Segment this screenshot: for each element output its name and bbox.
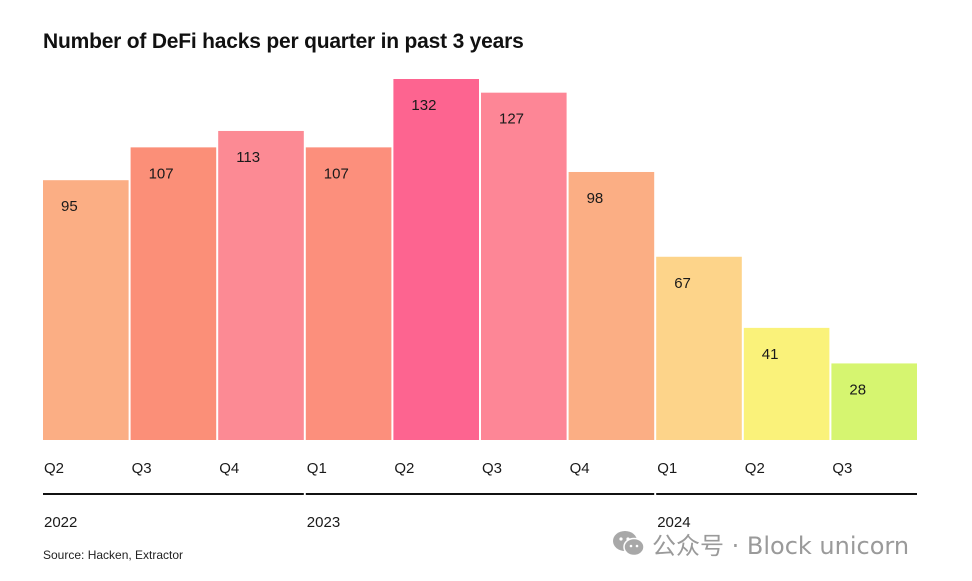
bar-value-label: 95	[61, 198, 78, 215]
x-tick-label: Q3	[482, 460, 502, 477]
watermark: 公众号 · Block unicorn	[612, 526, 909, 561]
bar-value-label: 107	[324, 165, 349, 182]
x-tick-label: Q1	[657, 460, 677, 477]
bar	[656, 256, 742, 440]
bar-value-label: 28	[849, 381, 866, 398]
bar-value-label: 107	[149, 165, 174, 182]
wechat-icon	[613, 530, 645, 556]
bar-value-label: 127	[499, 111, 524, 128]
bar-value-label: 113	[236, 149, 260, 166]
bar-value-label: 98	[587, 190, 604, 207]
bar	[743, 327, 830, 440]
x-tick-label: Q3	[832, 460, 852, 477]
x-tick-label: Q4	[219, 460, 239, 477]
bar	[130, 147, 217, 440]
x-tick-label: Q1	[307, 460, 327, 477]
year-label: 2023	[307, 514, 340, 531]
x-tick-label: Q2	[44, 460, 64, 477]
bar	[43, 180, 129, 440]
bar-value-label: 132	[411, 97, 436, 114]
x-tick-label: Q4	[570, 460, 590, 477]
bar	[305, 147, 392, 440]
watermark-text: 公众号 · Block unicorn	[652, 532, 910, 560]
bar-value-label: 41	[762, 346, 779, 363]
bar	[831, 363, 917, 440]
x-tick-label: Q3	[132, 460, 152, 477]
year-label: 2024	[657, 514, 690, 531]
bar	[393, 79, 479, 440]
year-label: 2022	[44, 514, 77, 531]
x-tick-label: Q2	[394, 460, 414, 477]
source-note: Source: Hacken, Extractor	[43, 548, 184, 562]
bar-value-label: 67	[674, 275, 691, 292]
bar	[218, 130, 304, 440]
bar	[568, 171, 655, 440]
chart-title: Number of DeFi hacks per quarter in past…	[43, 30, 524, 53]
bar	[481, 92, 567, 440]
x-tick-label: Q2	[745, 460, 765, 477]
